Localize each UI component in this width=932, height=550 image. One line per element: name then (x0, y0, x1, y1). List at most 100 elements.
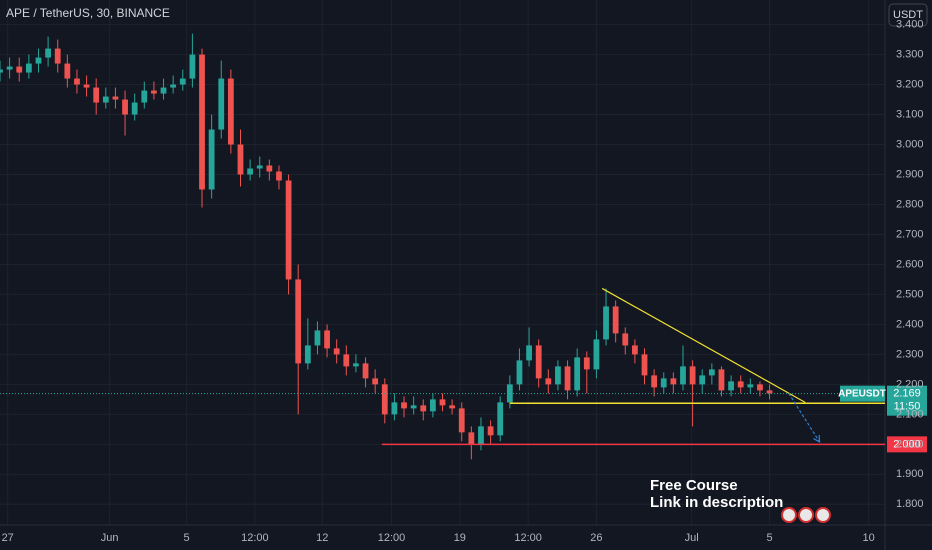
x-tick-label: 27 (2, 532, 14, 544)
y-tick-label: 3.100 (896, 108, 924, 120)
candle-body (478, 426, 484, 445)
flag-icon (815, 507, 831, 523)
candle-body (74, 78, 80, 85)
candle-body (324, 330, 330, 349)
flag-icon (798, 507, 814, 523)
candle-body (83, 84, 90, 88)
candle-body (401, 402, 407, 409)
candle-body (179, 78, 186, 85)
candle-body (526, 345, 532, 361)
candle-body (670, 378, 677, 385)
chart-title: APE / TetherUS, 30, BINANCE (6, 6, 170, 20)
candle-body (574, 357, 581, 391)
candle-body (372, 378, 379, 385)
y-tick-label: 2.200 (896, 378, 924, 390)
candle-body (468, 432, 475, 445)
y-tick-label: 2.700 (896, 228, 924, 240)
y-tick-label: 1.800 (896, 498, 924, 510)
annotation-text: Free Course (650, 477, 738, 494)
candle-body (593, 339, 600, 370)
candle-body (295, 279, 302, 364)
x-tick-label: 12:00 (241, 532, 269, 544)
countdown-label: 11:50 (894, 401, 921, 413)
candle-body (583, 357, 590, 370)
candle-body (506, 384, 513, 403)
y-tick-label: 2.400 (896, 318, 924, 330)
candle-body (16, 66, 23, 73)
candle-body (64, 63, 71, 79)
candle-body (420, 405, 427, 412)
x-tick-label: 5 (184, 532, 190, 544)
candle-body (237, 144, 244, 175)
candle-body (141, 90, 148, 103)
candle-body (381, 384, 388, 415)
candle-body (0, 69, 3, 73)
candle-body (189, 54, 196, 79)
symbol-label: APEUSDT (838, 388, 886, 399)
grid (0, 0, 885, 525)
candle-body (122, 99, 128, 115)
x-tick-label: 19 (454, 532, 466, 544)
currency-button-label[interactable]: USDT (893, 9, 923, 21)
flag-icon (781, 507, 797, 523)
candle-body (112, 96, 119, 100)
candle-body (641, 354, 648, 376)
candle-body (276, 171, 282, 181)
annotation-text: Link in description (650, 494, 783, 511)
last-price-bg (887, 385, 927, 416)
y-tick-label: 3.300 (896, 48, 924, 60)
x-tick-label: Jun (101, 532, 119, 544)
x-tick-label: 10 (863, 532, 875, 544)
x-tick-label: 26 (590, 532, 602, 544)
candle-body (314, 330, 321, 346)
y-tick-label: 2.000 (896, 438, 924, 450)
candle-body (737, 381, 744, 388)
candle-body (353, 363, 359, 367)
y-tick-label: 3.400 (896, 18, 924, 30)
candle-body (680, 366, 686, 385)
candle-body (545, 378, 552, 385)
candle-body (54, 48, 61, 64)
candle-body (410, 405, 417, 409)
y-tick-label: 2.300 (896, 348, 924, 360)
candle-body (632, 345, 638, 355)
candle-body (449, 405, 456, 409)
candle-body (160, 87, 167, 94)
candle-body (25, 63, 32, 73)
candle-body (208, 129, 215, 190)
candle-body (429, 399, 436, 412)
candle-body (6, 66, 13, 70)
candle-body (35, 57, 42, 64)
candle-body (285, 180, 292, 280)
candle-body (266, 165, 273, 172)
candle-body (689, 366, 696, 385)
y-tick-label: 3.200 (896, 78, 924, 90)
candle-body (256, 165, 263, 169)
last-price-label: 2.169 (893, 388, 921, 400)
candle-body (218, 78, 225, 130)
y-tick-label: 2.900 (896, 168, 924, 180)
currency-button[interactable] (888, 3, 928, 27)
candle-body (622, 333, 629, 346)
candle-body (102, 96, 109, 103)
candle-body (170, 84, 177, 88)
flag-icons (781, 507, 831, 523)
symbol-label-bg (840, 385, 885, 402)
candle-body (45, 48, 51, 58)
candle-body (747, 384, 754, 388)
arrow-head (813, 434, 821, 444)
candle-body (362, 363, 369, 379)
y-tick-label: 3.000 (896, 138, 924, 150)
trendline (601, 287, 806, 403)
candle-body (227, 78, 234, 145)
candle-body (603, 306, 609, 340)
y-tick-label: 2.100 (896, 408, 924, 420)
candle-body (708, 369, 715, 376)
x-tick-label: 12:00 (514, 532, 542, 544)
x-tick-label: 12 (316, 532, 328, 544)
candle-body (612, 306, 619, 334)
y-tick-label: 2.800 (896, 198, 924, 210)
